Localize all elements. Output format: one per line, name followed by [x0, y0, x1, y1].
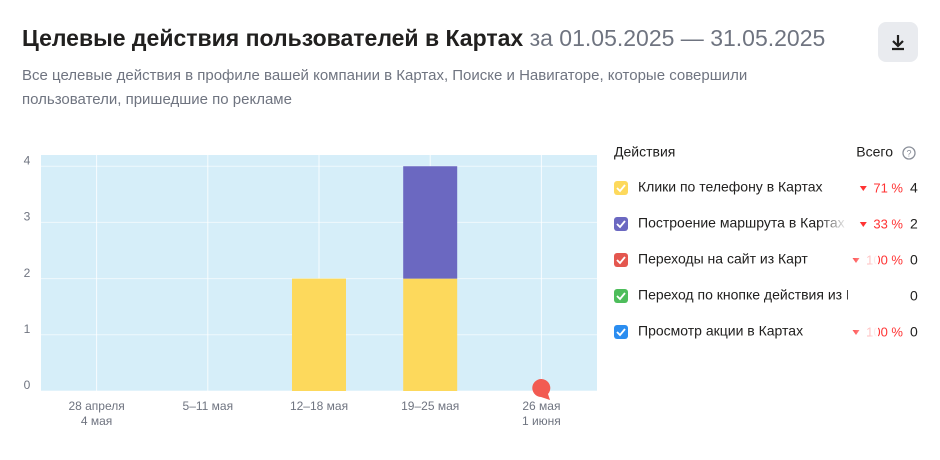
change-value: 33 %: [873, 216, 903, 231]
event-marker[interactable]: [532, 379, 551, 400]
legend-total: 0: [910, 252, 918, 268]
title: Целевые действия пользователей в Картах …: [22, 25, 825, 51]
legend-total: 2: [910, 216, 918, 232]
legend-name: Клики по телефону в Картах: [638, 179, 822, 195]
y-tick-label: 3: [24, 210, 31, 224]
x-tick-label: 4 мая: [81, 414, 112, 428]
check-icon: [616, 328, 626, 337]
title-text: Целевые действия пользователей в Картах: [22, 25, 523, 51]
x-tick-label: 28 апреля: [68, 399, 124, 413]
legend-checkbox[interactable]: [614, 217, 628, 231]
svg-text:?: ?: [906, 148, 911, 158]
subtitle: пользователи, пришедшие по рекламе: [22, 91, 292, 108]
download-icon[interactable]: [892, 35, 904, 51]
legend-total: 4: [910, 180, 918, 196]
bar-segment: [403, 166, 458, 279]
y-tick-label: 4: [24, 153, 31, 167]
legend-checkbox[interactable]: [614, 253, 628, 267]
x-tick-label: 12–18 мая: [290, 399, 348, 413]
down-arrow: [859, 186, 867, 191]
download-button[interactable]: [878, 22, 918, 62]
total-header: Всего: [856, 144, 893, 160]
down-arrow: [859, 222, 867, 227]
check-icon: [616, 256, 626, 265]
check-icon: [616, 292, 626, 301]
legend-name: Переходы на сайт из Карт: [638, 251, 808, 267]
x-tick-label: 1 июня: [522, 414, 561, 428]
fade: [818, 210, 848, 238]
y-tick-label: 2: [24, 266, 31, 280]
fade: [848, 245, 878, 345]
x-tick-label: 5–11 мая: [183, 399, 234, 413]
y-tick-label: 1: [24, 322, 31, 336]
change-value: 71 %: [873, 180, 903, 195]
subtitle: Все целевые действия в профиле вашей ком…: [22, 67, 747, 84]
legend-checkbox[interactable]: [614, 181, 628, 195]
legend-name: Построение маршрута в Картах: [638, 215, 845, 231]
help-icon[interactable]: ?: [902, 146, 916, 160]
x-tick-label: 19–25 мая: [401, 399, 459, 413]
legend-total: 0: [910, 324, 918, 340]
bar-segment: [292, 278, 346, 391]
check-icon: [616, 184, 626, 193]
bar-segment: [403, 278, 458, 391]
period: за 01.05.2025 — 31.05.2025: [530, 25, 826, 51]
x-tick-label: 26 мая: [522, 399, 560, 413]
y-tick-label: 0: [24, 378, 31, 392]
legend-total: 0: [910, 288, 918, 304]
legend-name: Просмотр акции в Картах: [638, 323, 803, 339]
check-icon: [616, 220, 626, 229]
legend-header: Действия: [614, 144, 675, 160]
legend-checkbox[interactable]: [614, 289, 628, 303]
legend-name: Переход по кнопке действия из Карт: [638, 287, 876, 303]
legend-checkbox[interactable]: [614, 325, 628, 339]
